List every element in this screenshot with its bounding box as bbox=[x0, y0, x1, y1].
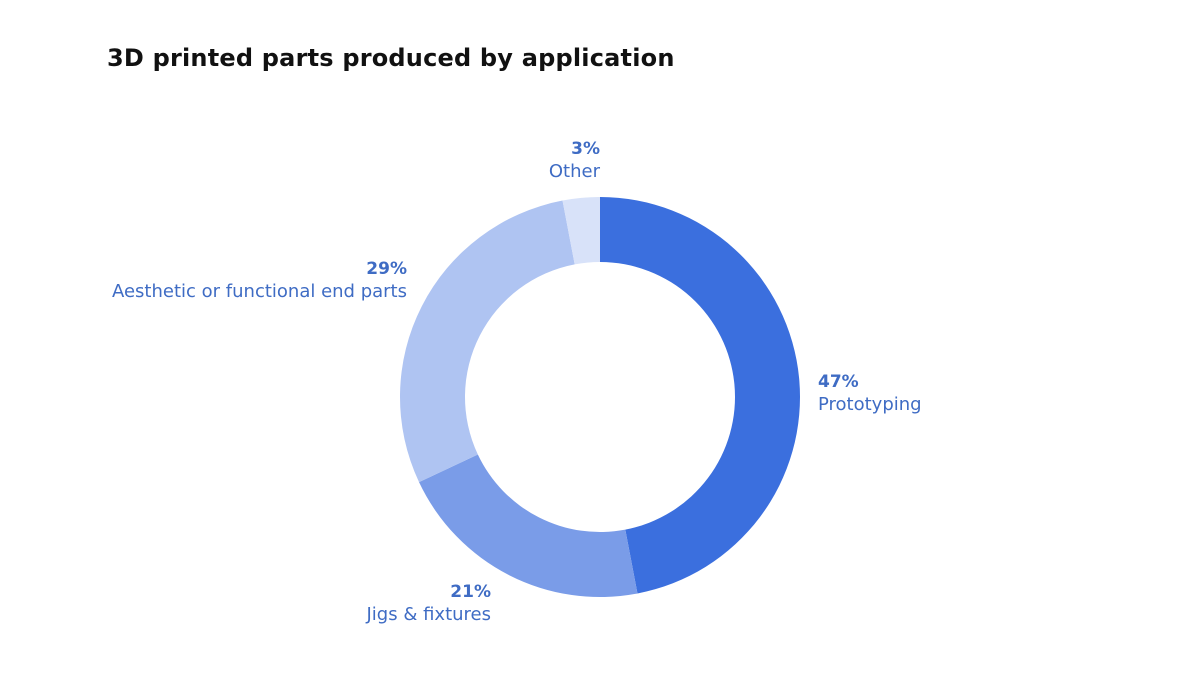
slice-labels: 47%Prototyping 21%Jigs & fixtures 29%Aesth… bbox=[112, 139, 922, 625]
slice-label-aesthetic-or-functional-end-parts: Aesthetic or functional end parts bbox=[112, 281, 407, 302]
donut-slices bbox=[400, 197, 801, 598]
slice-value-prototyping: 47% bbox=[818, 372, 859, 392]
slice-label-prototyping: Prototyping bbox=[818, 394, 922, 415]
slice-label-jigs-fixtures: Jigs & fixtures bbox=[365, 604, 491, 625]
slice-other bbox=[562, 197, 600, 265]
slice-prototyping bbox=[600, 197, 801, 594]
slice-aesthetic-or-functional-end-parts bbox=[400, 200, 575, 483]
slice-label-other: Other bbox=[549, 161, 601, 182]
slice-value-aesthetic-or-functional-end-parts: 29% bbox=[366, 259, 407, 279]
chart-title: 3D printed parts produced by application bbox=[107, 44, 675, 72]
slice-value-other: 3% bbox=[571, 139, 600, 159]
slice-value-jigs-fixtures: 21% bbox=[450, 582, 491, 602]
slice-jigs-fixtures bbox=[419, 454, 638, 598]
